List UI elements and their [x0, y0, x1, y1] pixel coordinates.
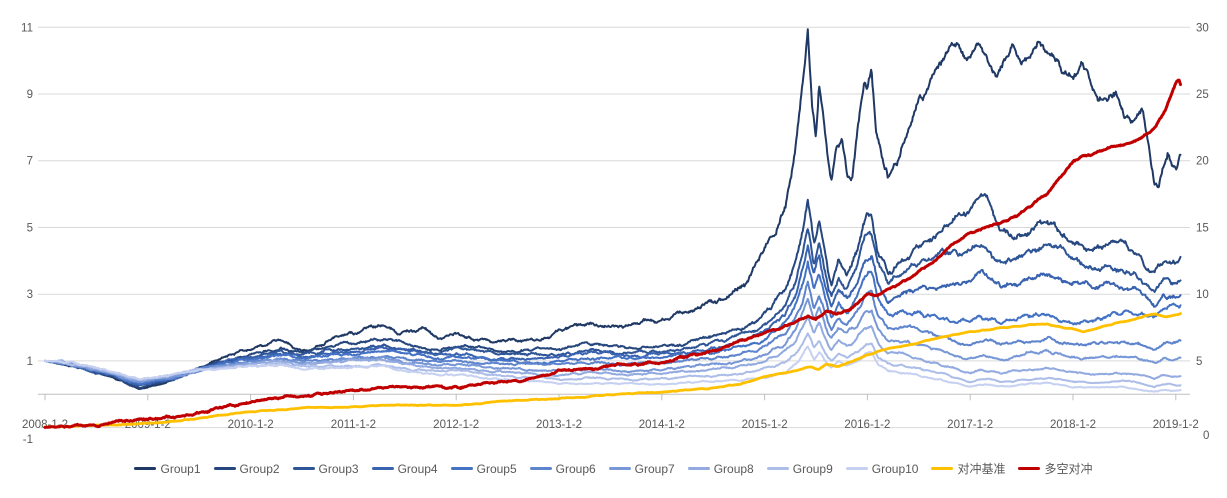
legend-item-group5: Group5 [450, 461, 517, 476]
legend-label-group8: Group8 [713, 461, 754, 476]
series-line-group1 [44, 28, 1182, 391]
y-left-tick-label: 1 [27, 356, 33, 368]
legend-label-group4: Group4 [397, 461, 438, 476]
legend-label-group10: Group10 [871, 461, 919, 476]
legend-label-group7: Group7 [634, 461, 675, 476]
x-tick-label: 2017-1-2 [947, 419, 993, 431]
legend-swatch-group8 [687, 466, 710, 471]
legend-swatch-group1 [134, 466, 157, 471]
x-tick-label: 2016-1-2 [844, 419, 890, 431]
y-left-tick-label: 9 [27, 89, 33, 101]
legend-item-group2: Group2 [213, 461, 280, 476]
legend-swatch-group5 [450, 466, 473, 471]
series-line-group10 [44, 345, 1182, 393]
legend-label-group3: Group3 [318, 461, 359, 476]
legend-swatch-group7 [608, 466, 631, 471]
legend-label-group9: Group9 [792, 461, 833, 476]
series-line-group4 [44, 244, 1182, 386]
legend-label-hedge-benchmark: 对冲基准 [957, 462, 1006, 476]
y-right-tick-label: 10 [1196, 289, 1209, 301]
legend-swatch-group9 [766, 466, 789, 471]
x-tick-label: 2019-1-2 [1153, 419, 1199, 431]
legend-item-group1: Group1 [134, 461, 201, 476]
legend-item-long-short-hedge: 多空对冲 [1018, 460, 1093, 477]
legend-label-group1: Group1 [160, 461, 201, 476]
legend-label-group5: Group5 [476, 461, 517, 476]
y-left-tick-label: 5 [27, 222, 33, 234]
y-left-tick-label: 11 [21, 22, 33, 34]
legend-item-group9: Group9 [766, 461, 833, 476]
legend-label-group2: Group2 [239, 461, 280, 476]
x-tick-label: 2012-1-2 [433, 419, 479, 431]
legend-swatch-group2 [213, 466, 236, 471]
y-right-tick-label: 30 [1196, 22, 1209, 34]
legend-item-group8: Group8 [687, 461, 754, 476]
x-tick-label: 2013-1-2 [536, 419, 582, 431]
series-line-hedge-benchmark [43, 312, 1182, 429]
legend-label-long-short-hedge: 多空对冲 [1044, 462, 1093, 476]
x-tick-label: 2011-1-2 [331, 419, 376, 431]
legend-swatch-long-short-hedge [1018, 466, 1041, 471]
legend-item-group7: Group7 [608, 461, 675, 476]
legend-swatch-group4 [371, 466, 394, 471]
legend-item-group10: Group10 [845, 461, 919, 476]
legend-item-hedge-benchmark: 对冲基准 [931, 460, 1005, 477]
legend-label-group6: Group6 [555, 461, 596, 476]
legend-swatch-hedge-benchmark [931, 466, 954, 471]
x-tick-label: 2010-1-2 [228, 419, 274, 431]
legend-swatch-group10 [845, 466, 868, 471]
legend-item-group3: Group3 [292, 461, 359, 476]
y-right-tick-label: 5 [1196, 356, 1202, 368]
legend-item-group6: Group6 [529, 461, 596, 476]
legend-item-group4: Group4 [371, 461, 438, 476]
y-right-tick-label: 15 [1196, 222, 1209, 234]
chart-legend: Group1 Group2 Group3 Group4 Group5 Group6 Grou… [0, 460, 1227, 477]
y-right-tick-label: 0 [1203, 430, 1209, 442]
y-right-tick-label: 20 [1196, 156, 1209, 168]
y-left-tick-label: 3 [27, 289, 33, 301]
series-line-group8 [44, 315, 1182, 382]
legend-swatch-group3 [292, 466, 315, 471]
y-left-tick-label: 7 [27, 156, 33, 168]
x-tick-label: 2018-1-2 [1050, 419, 1096, 431]
series-line-long-short-hedge [43, 78, 1182, 429]
series-line-group5 [44, 260, 1182, 385]
x-tick-label: 2015-1-2 [742, 419, 788, 431]
y-left-tick-label: -1 [23, 434, 33, 446]
y-right-tick-label: 25 [1196, 89, 1209, 101]
x-tick-label: 2014-1-2 [639, 419, 685, 431]
legend-swatch-group6 [529, 466, 552, 471]
